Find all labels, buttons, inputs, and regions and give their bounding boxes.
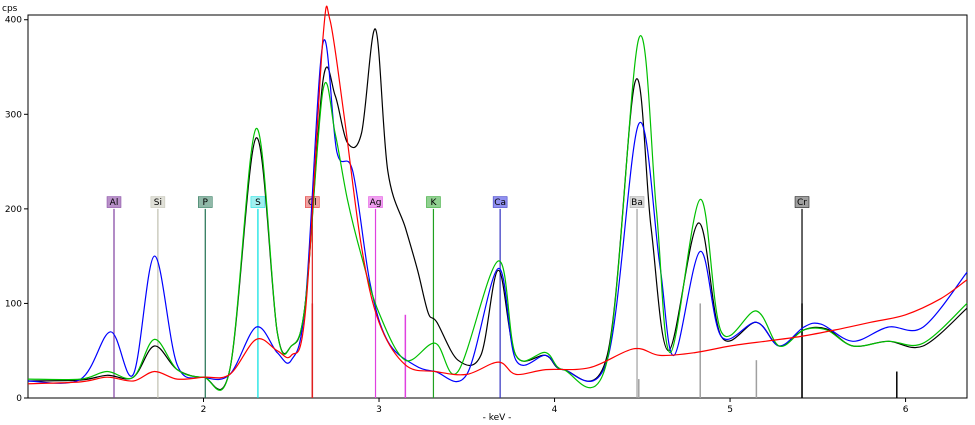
- marker-label-cr: Cr: [797, 198, 807, 208]
- element-marker-al[interactable]: Al: [106, 196, 122, 398]
- x-tick-label-4: 6: [903, 405, 909, 415]
- marker-label-ca: Ca: [494, 198, 506, 208]
- marker-label-p: P: [203, 198, 209, 208]
- marker-badge-ba: [629, 196, 645, 208]
- marker-label-s: S: [255, 198, 261, 208]
- x-tick-label-3: 5: [727, 405, 733, 415]
- marker-badge-s: [250, 196, 266, 208]
- element-marker-ca[interactable]: Ca: [492, 196, 508, 398]
- element-marker-p[interactable]: P: [198, 196, 213, 398]
- series-line-2: [27, 35, 968, 391]
- y-tick-label-1: 100: [5, 299, 22, 309]
- spectrum-series: [27, 5, 968, 391]
- marker-badge-ca: [492, 196, 508, 208]
- x-tick-label-2: 4: [552, 405, 558, 415]
- y-tick-label-0: 0: [16, 394, 22, 404]
- series-line-1: [27, 39, 968, 384]
- marker-badge-si: [150, 196, 166, 208]
- y-tick-label-4: 400: [5, 16, 22, 26]
- element-marker-k[interactable]: K: [426, 196, 441, 398]
- x-tick-label-1: 3: [376, 405, 382, 415]
- element-marker-ba[interactable]: Ba: [629, 196, 645, 398]
- marker-badge-cr: [794, 196, 810, 208]
- series-line-3: [27, 5, 968, 385]
- element-marker-cr[interactable]: Cr: [794, 196, 810, 398]
- marker-label-si: Si: [154, 198, 162, 208]
- y-axis-label: cps: [2, 4, 18, 14]
- marker-badge-al: [106, 196, 122, 208]
- marker-badge-k: [426, 196, 441, 208]
- x-tick-label-0: 2: [201, 405, 207, 415]
- element-marker-s[interactable]: S: [250, 196, 266, 398]
- marker-badge-ag: [368, 196, 383, 208]
- x-axis-label: - keV -: [483, 413, 512, 423]
- y-tick-label-3: 300: [5, 110, 22, 120]
- marker-badge-p: [198, 196, 213, 208]
- marker-label-ag: Ag: [370, 198, 382, 208]
- marker-label-ba: Ba: [631, 198, 643, 208]
- marker-label-al: Al: [110, 198, 119, 208]
- y-tick-label-2: 200: [5, 205, 22, 215]
- element-marker-si[interactable]: Si: [150, 196, 166, 398]
- marker-label-k: K: [430, 198, 437, 208]
- axis-ticks: 2 3 4 5 6 0 100 200 300 400: [5, 16, 909, 415]
